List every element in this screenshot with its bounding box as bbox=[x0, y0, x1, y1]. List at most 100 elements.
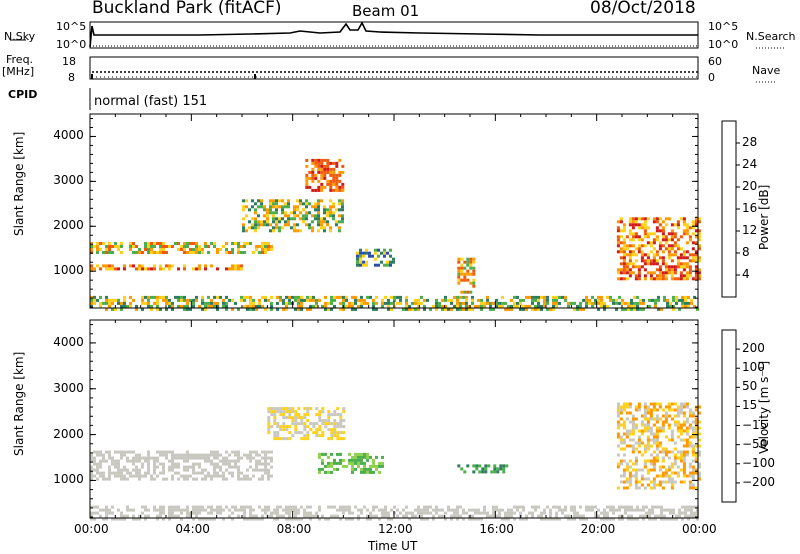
power-echo-cell bbox=[663, 295, 666, 299]
velocity-colorbar-tick-label: −100 bbox=[742, 455, 775, 470]
power-echo-cell bbox=[129, 248, 132, 251]
power-echo-cell bbox=[177, 298, 180, 302]
power-echo-cell bbox=[332, 179, 336, 183]
power-echo-cell bbox=[231, 267, 234, 271]
power-echo-cell bbox=[272, 202, 275, 206]
velocity-echo-cell bbox=[606, 517, 609, 521]
velocity-echo-cell bbox=[123, 514, 126, 518]
velocity-echo-cell bbox=[441, 514, 444, 518]
velocity-echo-cell bbox=[282, 514, 285, 518]
velocity-echo-cell bbox=[640, 420, 644, 424]
velocity-echo-cell bbox=[369, 467, 372, 471]
velocity-echo-cell bbox=[192, 462, 195, 466]
power-echo-cell bbox=[231, 307, 234, 311]
velocity-echo-cell bbox=[663, 517, 666, 521]
power-echo-cell bbox=[243, 245, 246, 248]
velocity-echo-cell bbox=[462, 511, 465, 515]
power-echo-cell bbox=[646, 232, 650, 236]
power-echo-cell bbox=[144, 242, 147, 245]
power-echo-cell bbox=[637, 223, 641, 227]
velocity-echo-cell bbox=[637, 486, 641, 490]
velocity-echo-cell bbox=[684, 508, 687, 512]
velocity-echo-cell bbox=[673, 420, 677, 424]
power-echo-cell bbox=[258, 304, 261, 308]
power-echo-cell bbox=[679, 247, 683, 251]
power-echo-cell bbox=[619, 235, 623, 239]
power-echo-cell bbox=[402, 307, 405, 311]
velocity-echo-cell bbox=[655, 459, 659, 463]
power-echo-cell bbox=[462, 307, 465, 311]
velocity-echo-cell bbox=[363, 467, 366, 471]
velocity-echo-cell bbox=[168, 465, 171, 469]
power-echo-cell bbox=[564, 298, 567, 302]
power-colorbar-tick-label: 20 bbox=[742, 179, 758, 193]
power-echo-cell bbox=[528, 295, 531, 299]
power-echo-cell bbox=[658, 223, 662, 227]
velocity-echo-cell bbox=[588, 505, 591, 509]
power-echo-cell bbox=[308, 170, 312, 174]
velocity-echo-cell bbox=[306, 431, 310, 435]
velocity-echo-cell bbox=[93, 468, 96, 472]
power-echo-cell bbox=[243, 295, 246, 299]
power-echo-cell bbox=[248, 220, 251, 224]
power-echo-cell bbox=[513, 301, 516, 305]
velocity-echo-cell bbox=[183, 453, 186, 457]
velocity-echo-cell bbox=[294, 428, 298, 432]
velocity-echo-cell bbox=[261, 450, 264, 454]
velocity-echo-cell bbox=[561, 508, 564, 512]
velocity-echo-cell bbox=[612, 505, 615, 509]
velocity-echo-cell bbox=[405, 514, 408, 518]
velocity-echo-cell bbox=[555, 514, 558, 518]
power-echo-cell bbox=[150, 267, 153, 271]
velocity-echo-cell bbox=[673, 447, 677, 451]
power-echo-cell bbox=[147, 248, 150, 251]
power-echo-cell bbox=[314, 214, 317, 218]
power-echo-cell bbox=[622, 271, 626, 275]
power-echo-cell bbox=[661, 235, 665, 239]
velocity-echo-cell bbox=[384, 508, 387, 512]
velocity-echo-cell bbox=[321, 467, 324, 471]
power-echo-cell bbox=[189, 248, 192, 251]
power-echo-cell bbox=[549, 307, 552, 311]
power-echo-cell bbox=[311, 158, 315, 162]
power-echo-cell bbox=[320, 161, 324, 165]
power-echo-cell bbox=[472, 257, 476, 261]
power-echo-cell bbox=[335, 208, 338, 212]
power-echo-cell bbox=[254, 229, 257, 233]
power-echo-cell bbox=[655, 226, 659, 230]
power-echo-cell bbox=[636, 304, 639, 308]
velocity-echo-cell bbox=[673, 462, 677, 466]
velocity-echo-cell bbox=[279, 505, 282, 509]
power-echo-cell bbox=[147, 298, 150, 302]
velocity-echo-cell bbox=[171, 474, 174, 478]
power-echo-cell bbox=[634, 265, 638, 269]
power-echo-cell bbox=[332, 214, 335, 218]
power-echo-cell bbox=[390, 295, 393, 299]
velocity-echo-cell bbox=[619, 459, 623, 463]
velocity-echo-cell bbox=[183, 456, 186, 460]
velocity-echo-cell bbox=[330, 514, 333, 518]
velocity-echo-cell bbox=[189, 511, 192, 515]
velocity-echo-cell bbox=[267, 474, 270, 478]
velocity-echo-cell bbox=[339, 452, 342, 456]
power-echo-cell bbox=[676, 220, 680, 224]
power-echo-cell bbox=[405, 298, 408, 302]
power-echo-cell bbox=[309, 304, 312, 308]
velocity-echo-cell bbox=[303, 514, 306, 518]
power-echo-cell bbox=[483, 301, 486, 305]
velocity-echo-cell bbox=[429, 505, 432, 509]
power-ytick-label: 1000 bbox=[53, 263, 84, 278]
power-echo-cell bbox=[606, 295, 609, 299]
power-echo-cell bbox=[655, 274, 659, 278]
velocity-echo-cell bbox=[652, 441, 656, 445]
velocity-echo-cell bbox=[360, 461, 363, 465]
power-echo-cell bbox=[90, 304, 93, 308]
velocity-echo-cell bbox=[237, 474, 240, 478]
velocity-echo-cell bbox=[306, 410, 310, 414]
power-echo-cell bbox=[317, 223, 320, 227]
velocity-echo-cell bbox=[634, 405, 638, 409]
velocity-echo-cell bbox=[117, 508, 120, 512]
velocity-echo-cell bbox=[676, 405, 680, 409]
power-echo-cell bbox=[573, 301, 576, 305]
velocity-echo-cell bbox=[489, 514, 492, 518]
